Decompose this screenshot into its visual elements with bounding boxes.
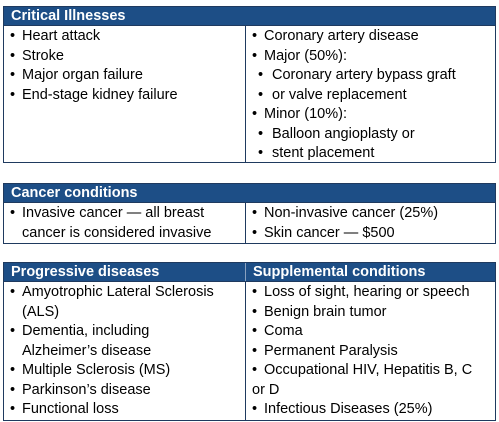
- list-item: • Parkinson’s disease: [10, 381, 151, 398]
- list-item: • Major organ failure: [10, 67, 143, 83]
- list-item: • Functional loss: [10, 401, 119, 417]
- list-item: • Benign brain tumor: [252, 303, 387, 320]
- critical-right-column: • Coronary artery disease • Major (50%): •…: [245, 26, 495, 163]
- cancer-right-column: • Non-invasive cancer (25%) • Skin cancer …: [245, 203, 495, 244]
- list-item: • Major (50%):: [252, 47, 347, 64]
- list-item: • Loss of sight, hearing or speech: [252, 284, 470, 300]
- progressive-diseases-title: Progressive diseases: [11, 264, 160, 280]
- list-item: • Invasive cancer — all breast: [10, 205, 205, 221]
- sub-list-item-continued: • stent placement: [258, 145, 375, 161]
- cancer-left-column: • Invasive cancer — all breast cancer is …: [4, 203, 245, 244]
- list-item: • Permanent Paralysis: [252, 342, 398, 359]
- cancer-conditions-table: Cancer conditions • Invasive cancer — all…: [3, 183, 496, 244]
- list-item: • Coma: [252, 323, 303, 339]
- list-item: • Heart attack: [10, 28, 101, 44]
- list-item: • Multiple Sclerosis (MS): [10, 362, 171, 378]
- list-item: • Non-invasive cancer (25%): [252, 205, 439, 221]
- progressive-supplemental-header: Progressive diseases Supplemental condit…: [4, 263, 495, 282]
- critical-illnesses-table: Critical Illnesses • Heart attack • Stroke…: [3, 6, 496, 163]
- critical-left-column: • Heart attack • Stroke • Major organ failu…: [4, 26, 245, 163]
- list-item: • Skin cancer — $500: [252, 224, 395, 241]
- cancer-conditions-header: Cancer conditions: [4, 184, 495, 203]
- list-item-continued: cancer is considered invasive: [22, 224, 212, 241]
- list-item: • Dementia, including: [10, 323, 150, 339]
- list-item: • Occupational HIV, Hepatitis B, C: [252, 362, 473, 378]
- cancer-conditions-title: Cancer conditions: [11, 185, 138, 201]
- list-item-continued: or D: [252, 381, 280, 398]
- supplemental-conditions-title: Supplemental conditions: [245, 263, 495, 281]
- list-item: • Minor (10%):: [252, 106, 347, 122]
- list-item: • Amyotrophic Lateral Sclerosis: [10, 284, 214, 300]
- supplemental-column: • Loss of sight, hearing or speech • Benig…: [245, 282, 495, 421]
- list-item: • Coronary artery disease: [252, 28, 419, 44]
- list-item: • Infectious Diseases (25%): [252, 401, 433, 417]
- sub-list-item: • Balloon angioplasty or: [258, 125, 415, 142]
- list-item-continued: Alzheimer’s disease: [22, 342, 152, 359]
- critical-illnesses-title: Critical Illnesses: [11, 8, 126, 24]
- list-item: • Stroke: [10, 47, 64, 64]
- critical-illnesses-header: Critical Illnesses: [4, 7, 495, 26]
- sub-list-item-continued: • or valve replacement: [258, 86, 407, 103]
- progressive-column: • Amyotrophic Lateral Sclerosis (ALS) • De…: [4, 282, 245, 421]
- list-item: • End-stage kidney failure: [10, 86, 178, 103]
- list-item-continued: (ALS): [22, 303, 60, 320]
- sub-list-item: • Coronary artery bypass graft: [258, 67, 456, 83]
- progressive-supplemental-table: Progressive diseases Supplemental condit…: [3, 262, 496, 421]
